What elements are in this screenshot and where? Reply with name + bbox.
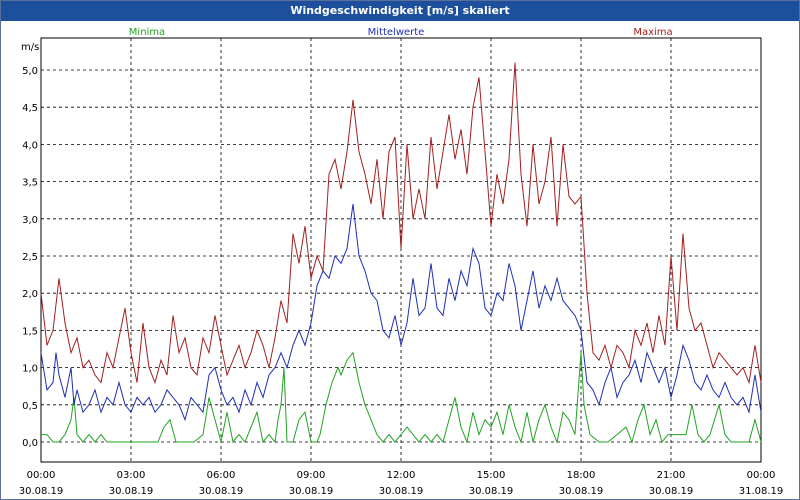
legend-mittelwerte: Mittelwerte (368, 27, 425, 38)
y-tick-label: 5,0 (22, 66, 38, 77)
y-tick-label: 0,0 (22, 438, 38, 449)
legend-maxima: Maxima (633, 27, 672, 38)
y-axis-unit-label: m/s (21, 42, 39, 53)
grid-lines (41, 38, 761, 462)
series-line-maxima (40, 62, 762, 385)
x-tick-time: 00:00 (747, 470, 776, 481)
x-tick-time: 21:00 (657, 470, 686, 481)
x-tick-time: 06:00 (207, 470, 236, 481)
x-tick-date: 30.08.19 (649, 486, 694, 497)
x-tick-date: 30.08.19 (109, 486, 154, 497)
x-tick-time: 00:00 (27, 470, 56, 481)
series-line-minima (41, 351, 762, 444)
x-tick-date: 30.08.19 (199, 486, 244, 497)
y-tick-label: 4,0 (22, 140, 38, 151)
y-tick-label: 1,0 (22, 364, 38, 375)
y-tick-label: 4,5 (22, 103, 38, 114)
y-tick-label: 1,5 (22, 326, 38, 337)
x-tick-date: 31.08.19 (739, 486, 784, 497)
series-layer (40, 62, 762, 444)
series-line-mittelwerte (40, 203, 762, 422)
y-tick-label: 3,0 (22, 215, 38, 226)
x-tick-time: 03:00 (117, 470, 146, 481)
chart-title: Windgeschwindigkeit [m/s] skaliert (1, 1, 799, 21)
y-tick-label: 0,5 (22, 401, 38, 412)
x-tick-date: 30.08.19 (379, 486, 424, 497)
y-axis-ticks: 0,0 0,5 1,0 1,5 2,0 2,5 3,0 3,5 4,0 4,5 5,0 (22, 66, 38, 449)
y-tick-label: 2,5 (22, 252, 38, 263)
x-tick-time: 12:00 (387, 470, 416, 481)
y-tick-label: 3,5 (22, 178, 38, 189)
x-axis-ticks: 00:00 30.08.19 03:00 30.08.19 06:00 30.08.19 0… (19, 470, 784, 497)
x-tick-time: 18:00 (567, 470, 596, 481)
x-tick-date: 30.08.19 (289, 486, 334, 497)
legend-minima: Minima (129, 27, 165, 38)
x-tick-time: 15:00 (477, 470, 506, 481)
x-tick-date: 30.08.19 (559, 486, 604, 497)
x-tick-time: 09:00 (297, 470, 326, 481)
x-tick-date: 30.08.19 (19, 486, 64, 497)
y-tick-label: 2,0 (22, 289, 38, 300)
x-tick-date: 30.08.19 (469, 486, 514, 497)
